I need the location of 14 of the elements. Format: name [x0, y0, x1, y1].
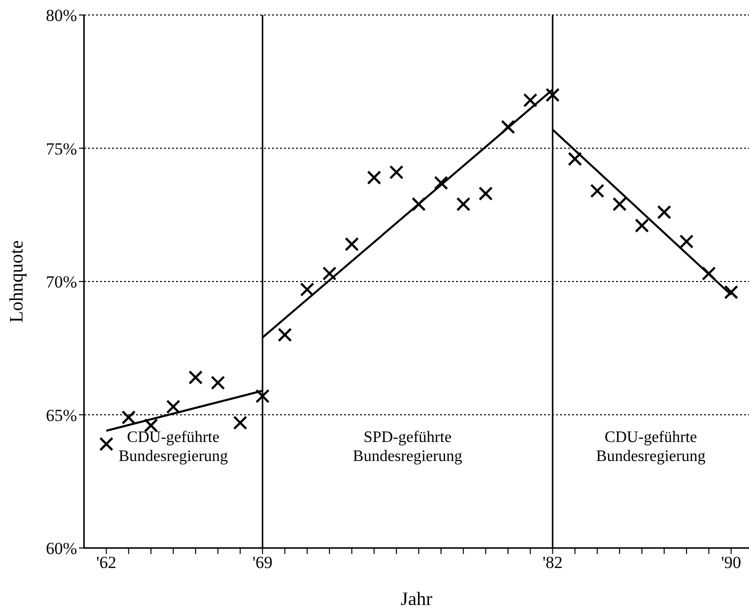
- y-tick-label: 75%: [46, 139, 77, 158]
- x-tick-label: '62: [96, 553, 116, 572]
- y-tick-label: 70%: [46, 272, 77, 292]
- x-tick-label: '69: [252, 553, 273, 572]
- y-axis-title: Lohnquote: [6, 240, 28, 323]
- x-tick-label: '82: [542, 553, 563, 572]
- x-axis-title: Jahr: [400, 589, 433, 610]
- y-tick-label: 60%: [46, 539, 77, 558]
- y-tick-label: 65%: [46, 406, 77, 425]
- annotation: CDU-geführte Bundesregierung: [118, 428, 229, 466]
- annotation: CDU-geführte Bundesregierung: [595, 428, 706, 466]
- annotation: SPD-geführte Bundesregierung: [352, 428, 464, 466]
- y-tick-label: 80%: [46, 6, 77, 26]
- x-tick-label: '90: [721, 553, 742, 572]
